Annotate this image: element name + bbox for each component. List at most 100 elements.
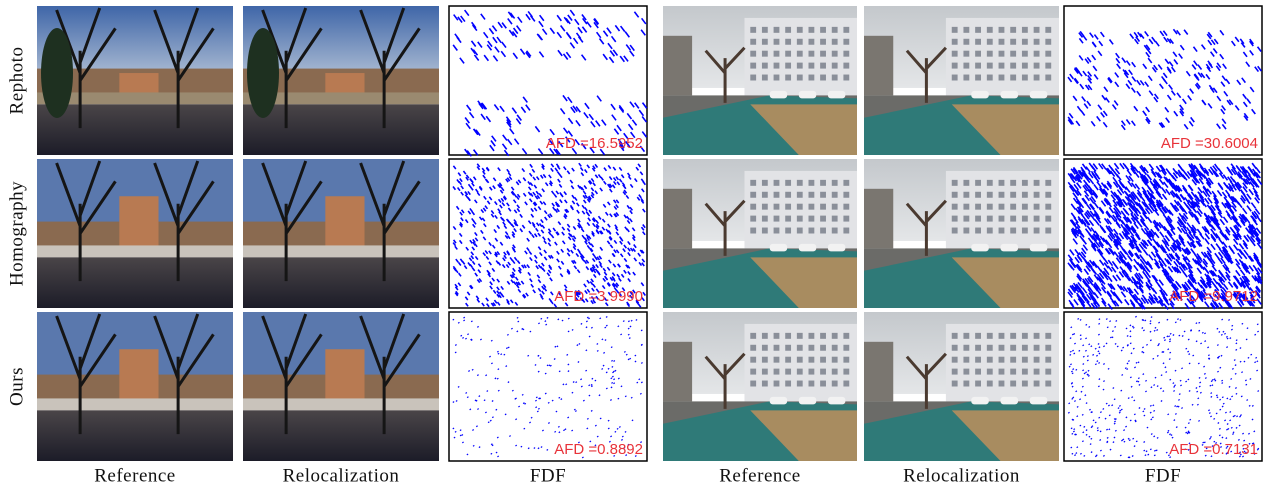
- flow-vector: [1116, 320, 1117, 321]
- flow-vector: [1201, 343, 1202, 344]
- window: [1022, 63, 1028, 69]
- column-label: Reference: [94, 465, 176, 486]
- flow-vector: [606, 325, 607, 326]
- window: [809, 345, 815, 351]
- window: [762, 192, 768, 198]
- flow-vector: [1198, 363, 1199, 364]
- flow-vector: [1214, 379, 1215, 380]
- flow-vector: [1210, 438, 1211, 439]
- window: [952, 39, 958, 45]
- afd-label: AFD =0.8892: [554, 441, 643, 458]
- flow-vector: [1198, 404, 1199, 405]
- snow: [37, 398, 233, 410]
- flow-vector: [612, 366, 613, 367]
- window: [762, 381, 768, 387]
- flow-vector: [604, 352, 605, 353]
- flow-vector: [460, 430, 461, 431]
- flow-vector: [615, 431, 616, 432]
- window: [975, 357, 981, 363]
- window: [774, 381, 780, 387]
- flow-vector: [1144, 330, 1145, 331]
- flow-vector: [1106, 403, 1107, 404]
- flow-vector: [1236, 393, 1237, 394]
- window: [999, 51, 1005, 57]
- pine: [41, 28, 73, 118]
- flow-vector: [1112, 405, 1113, 406]
- flow-vector: [628, 328, 629, 329]
- flow-vector: [628, 334, 629, 335]
- flow-vector: [1209, 410, 1210, 411]
- window: [987, 192, 993, 198]
- flow-vector: [1098, 343, 1099, 344]
- window: [987, 51, 993, 57]
- flow-vector: [1083, 356, 1084, 357]
- flow-vector: [1153, 405, 1154, 406]
- flow-vector: [462, 434, 463, 435]
- window: [1022, 216, 1028, 222]
- flow-vector: [592, 327, 593, 328]
- fdf-panel: AFD =30.6004: [1064, 6, 1262, 155]
- window: [785, 345, 791, 351]
- flow-vector: [538, 448, 539, 449]
- flow-vector: [1088, 375, 1089, 376]
- flow-vector: [486, 412, 487, 413]
- window: [952, 357, 958, 363]
- flow-vector: [1099, 323, 1100, 324]
- window: [1045, 381, 1051, 387]
- window: [987, 39, 993, 45]
- flow-vector: [519, 406, 520, 407]
- flow-vector: [599, 395, 600, 396]
- window: [1045, 228, 1051, 234]
- flow-vector: [454, 437, 455, 438]
- flow-vector: [559, 397, 560, 398]
- car: [971, 244, 989, 251]
- flow-vector: [1086, 350, 1087, 351]
- flow-vector: [1222, 380, 1223, 381]
- flow-vector: [517, 317, 518, 318]
- window: [1022, 180, 1028, 186]
- flow-vector: [1221, 334, 1222, 335]
- window: [952, 27, 958, 33]
- flow-vector: [1222, 397, 1223, 398]
- window: [999, 27, 1005, 33]
- flow-vector: [1191, 330, 1192, 331]
- flow-vector: [1130, 336, 1131, 337]
- flow-vector: [1086, 434, 1087, 435]
- flow-vector: [1205, 373, 1206, 374]
- flow-vector: [1104, 364, 1105, 365]
- flow-vector: [1157, 437, 1158, 438]
- flow-vector: [1184, 331, 1185, 332]
- flow-vector: [602, 368, 603, 369]
- flow-vector: [536, 397, 537, 398]
- flow-vector: [1165, 367, 1166, 368]
- window: [999, 204, 1005, 210]
- window: [750, 204, 756, 210]
- flow-vector: [1138, 381, 1139, 382]
- window: [750, 63, 756, 69]
- window: [774, 51, 780, 57]
- flow-vector: [545, 321, 546, 322]
- flow-vector: [1196, 323, 1197, 324]
- flow-vector: [1256, 357, 1257, 358]
- window: [762, 63, 768, 69]
- window: [963, 357, 969, 363]
- flow-vector: [1090, 444, 1091, 445]
- flow-vector: [498, 390, 499, 391]
- photo-panel: [37, 6, 233, 155]
- window: [809, 381, 815, 387]
- flow-vector: [555, 346, 556, 347]
- flow-vector: [1154, 330, 1155, 331]
- flow-vector: [1189, 363, 1190, 364]
- flow-vector: [602, 339, 603, 340]
- flow-vector: [1193, 355, 1194, 356]
- flow-vector: [1072, 386, 1073, 387]
- flow-vector: [498, 353, 499, 354]
- flow-vector: [617, 428, 618, 429]
- flow-vector: [518, 321, 519, 322]
- flow-vector: [1120, 410, 1121, 411]
- flow-vector: [1227, 336, 1228, 337]
- window: [975, 27, 981, 33]
- flow-vector: [1222, 406, 1223, 407]
- flow-vector: [1144, 442, 1145, 443]
- flow-vector: [1211, 416, 1212, 417]
